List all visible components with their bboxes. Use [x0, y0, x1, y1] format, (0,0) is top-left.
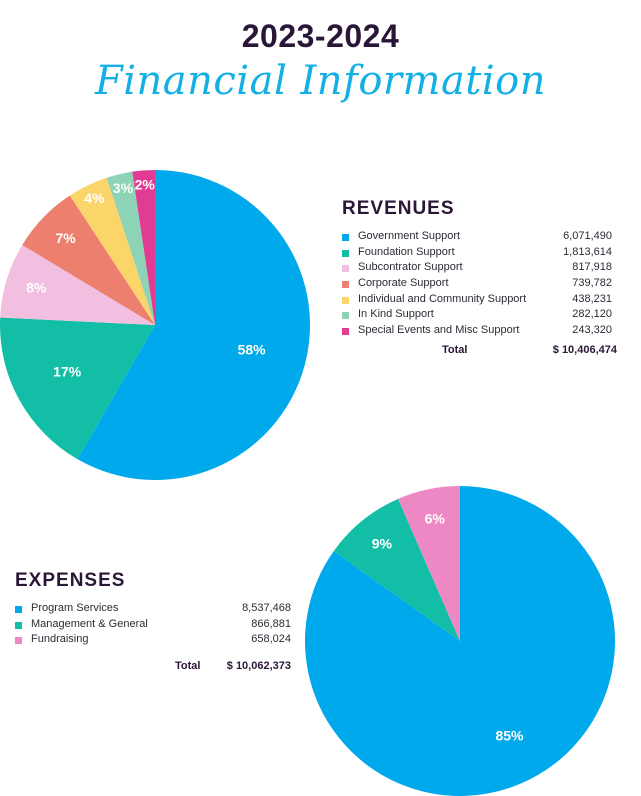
revenues-slice-in-kind-support — [106, 171, 155, 325]
revenues-legend-label: Government Support — [358, 230, 461, 242]
revenues-slice-individual-and-community-support — [69, 177, 155, 325]
revenues-legend-item-foundation-support: Foundation Support 1,813,614 — [342, 245, 612, 261]
revenues-legend-item-individual-and-community-support: Individual and Community Support 438,231 — [342, 292, 612, 308]
expenses-slice-label-program-services: 85% — [495, 728, 524, 744]
revenues-legend-value: 438,231 — [572, 292, 612, 305]
revenues-legend-swatch — [342, 312, 349, 320]
expenses-legend-item-program-services: Program Services 8,537,468 — [15, 601, 291, 617]
revenues-legend-label: Corporate Support — [358, 277, 449, 290]
revenues-legend-swatch — [342, 249, 349, 257]
revenues-slice-label-individual-and-community-support: 4% — [84, 190, 105, 206]
revenues-slice-subcontrator-support — [0, 245, 156, 325]
expenses-slice-label-management-and-general: 9% — [372, 535, 393, 551]
expenses-total-label: Total — [175, 660, 201, 672]
revenues-slice-label-special-events-and-misc-support: 2% — [135, 177, 156, 193]
financial-information-title: Financial Information — [94, 58, 547, 104]
revenues-legend-swatch — [342, 328, 349, 336]
revenues-legend-swatch — [342, 296, 349, 304]
expenses-slice-fundraising — [398, 486, 460, 641]
expenses-legend-swatch — [15, 621, 22, 629]
report-year-title: 2023-2024 — [241, 18, 400, 54]
revenues-legend-item-subcontrator-support: Subcontrator Support 817,918 — [342, 260, 612, 276]
expenses-legend-value: 8,537,468 — [242, 602, 291, 614]
revenues-legend-label: In Kind Support — [358, 308, 434, 321]
revenues-legend-item-special-events-and-misc-support: Special Events and Misc Support 243,320 — [342, 323, 612, 339]
revenues-legend-value: 739,782 — [572, 277, 612, 290]
revenues-slice-corporate-support — [22, 195, 155, 325]
revenues-slice-label-subcontrator-support: 8% — [26, 280, 47, 296]
expenses-legend-value: 866,881 — [251, 617, 291, 630]
revenues-slice-label-in-kind-support: 3% — [113, 180, 134, 196]
expenses-legend-label: Program Services — [31, 602, 119, 614]
revenues-heading: REVENUES — [342, 198, 455, 219]
revenues-legend-swatch — [342, 234, 349, 241]
revenues-legend-value: 243,320 — [572, 324, 612, 337]
revenues-legend: Government Support 6,071,490 Foundation Su… — [342, 229, 612, 339]
revenues-slice-label-government-support: 58% — [238, 342, 267, 358]
revenues-legend-value: 817,918 — [572, 261, 612, 274]
revenues-slice-special-events-and-misc-support — [132, 170, 155, 325]
expenses-slice-label-fundraising: 6% — [425, 510, 446, 526]
revenues-legend-value: 1,813,614 — [563, 245, 612, 258]
expenses-legend-swatch — [15, 637, 22, 645]
revenues-slice-government-support — [77, 170, 310, 480]
revenues-total: Total $ 10,406,474 — [342, 344, 617, 358]
revenues-slice-label-foundation-support: 17% — [53, 364, 82, 380]
expenses-legend: Program Services 8,537,468 Management & Ge… — [15, 601, 291, 648]
revenues-legend-swatch — [342, 265, 349, 273]
revenues-legend-value: 282,120 — [572, 308, 612, 321]
expenses-legend-item-fundraising: Fundraising 658,024 — [15, 632, 291, 648]
revenues-legend-label: Foundation Support — [358, 245, 455, 258]
expenses-legend-value: 658,024 — [251, 633, 291, 646]
revenues-legend-value: 6,071,490 — [563, 230, 612, 242]
revenues-slice-label-corporate-support: 7% — [55, 230, 76, 246]
revenues-legend-item-in-kind-support: In Kind Support 282,120 — [342, 307, 612, 323]
expenses-legend-swatch — [15, 606, 22, 613]
revenues-pie-chart: 58% 17% 8% 7% 4% 3% 2% — [0, 170, 310, 480]
revenues-legend-item-corporate-support: Corporate Support 739,782 — [342, 276, 612, 292]
expenses-legend-label: Fundraising — [31, 633, 89, 646]
expenses-pie-chart: 85% 9% 6% — [305, 486, 615, 796]
revenues-legend-item-government-support: Government Support 6,071,490 — [342, 229, 612, 245]
revenues-legend-label: Special Events and Misc Support — [358, 324, 520, 337]
expenses-legend-label: Management & General — [31, 617, 148, 630]
expenses-heading: EXPENSES — [15, 570, 126, 591]
revenues-legend-swatch — [342, 281, 349, 289]
expenses-legend-item-management-and-general: Management & General 866,881 — [15, 617, 291, 633]
revenues-legend-label: Individual and Community Support — [358, 292, 527, 305]
expenses-total: Total $ 10,062,373 — [15, 660, 291, 674]
revenues-legend-label: Subcontrator Support — [358, 261, 463, 274]
expenses-slice-management-and-general — [333, 498, 460, 641]
revenues-slice-foundation-support — [0, 317, 155, 460]
revenues-total-label: Total — [442, 344, 468, 356]
expenses-total-value: $ 10,062,373 — [226, 660, 291, 672]
revenues-total-value: $ 10,406,474 — [552, 344, 617, 356]
